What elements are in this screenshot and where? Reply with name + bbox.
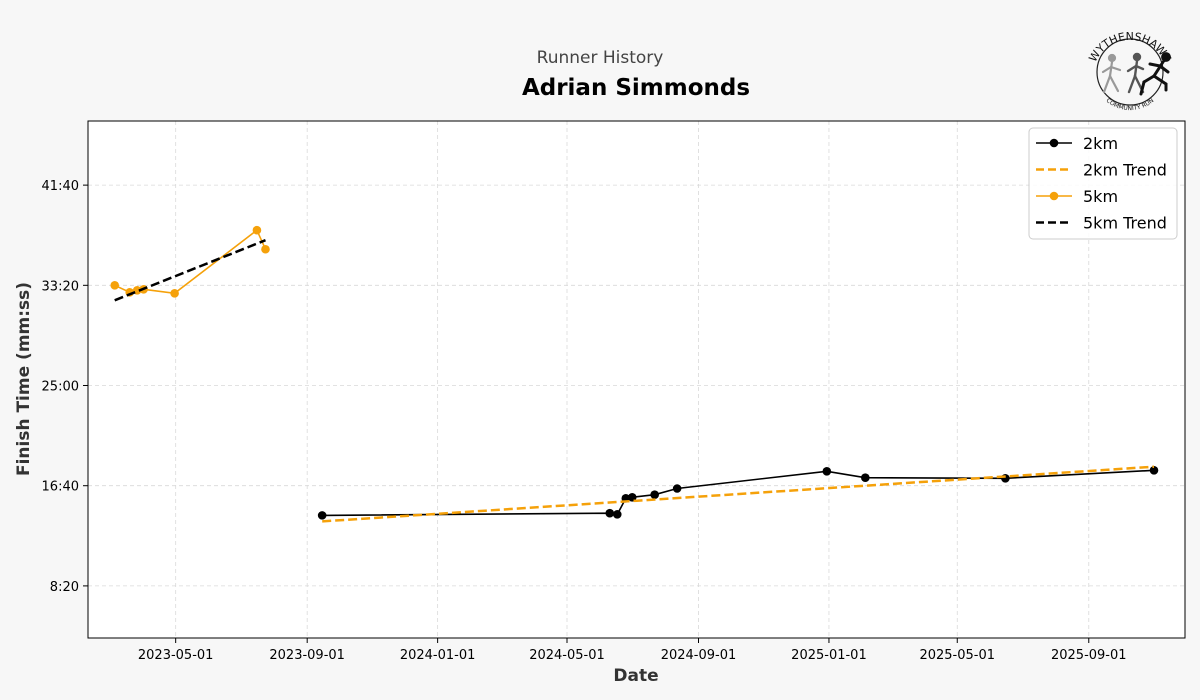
x-tick-label: 2025-09-01 [1051,648,1127,663]
legend-label: 5km Trend [1083,214,1167,233]
data-point [1149,465,1159,475]
legend-label: 5km [1083,187,1118,206]
chart-title: Adrian Simmonds [522,75,750,101]
x-tick-label: 2023-09-01 [269,648,345,663]
legend-entry-5km: 5km [1036,187,1118,206]
trend-line [322,465,1155,523]
data-point [261,244,270,254]
x-axis-label: Date [613,666,658,686]
legend-label: 2km [1083,134,1118,153]
legend-marker [1049,138,1059,148]
legend-entry-5km-trend: 5km Trend [1036,214,1167,233]
trend-line [114,239,266,302]
x-tick-label: 2024-01-01 [400,648,476,663]
y-tick-label: 25:00 [42,380,79,395]
data-point [110,281,120,290]
data-point [605,508,615,518]
y-axis-label: Finish Time (mm:ss) [14,282,34,476]
logo-ring [1096,38,1164,106]
data-point [317,511,327,520]
legend-box [1028,127,1178,240]
data-point [612,510,622,519]
x-tick-label: 2023-05-01 [138,648,214,663]
data-point [170,289,179,298]
data-point [672,484,682,493]
y-tick-label: 41:40 [42,179,79,194]
legend-label: 2km Trend [1083,161,1167,180]
y-tick-label: 8:20 [50,580,79,595]
series-2km-trend [322,465,1155,523]
club-logo: WYTHENSHAWE COMMUNITY RUN [1086,30,1173,112]
axes: 2023-05-01 2023-09-01 2024-01-01 2024-05-01… [42,179,1127,663]
data-point [822,466,832,476]
chart-suptitle: Runner History [537,48,664,68]
legend-entry-2km: 2km [1036,134,1118,153]
plot-frame [87,120,1186,639]
data-point [861,473,870,482]
x-tick-label: 2025-01-01 [791,648,867,663]
grid [88,121,1185,638]
legend: 2km 2km Trend 5km 5km Trend [1028,127,1178,240]
logo-top-text: WYTHENSHAWE [1086,30,1173,64]
data-point [252,225,262,235]
x-tick-label: 2024-09-01 [661,648,737,663]
x-tick-label: 2025-05-01 [919,648,995,663]
x-tick-label: 2024-05-01 [529,648,605,663]
series-5km-trend [114,239,266,302]
y-tick-label: 33:20 [42,279,79,294]
y-tick-label: 16:40 [42,480,79,495]
series-layer [110,225,1159,523]
plot-area [88,121,1185,638]
data-point [650,490,659,500]
legend-entry-2km-trend: 2km Trend [1036,161,1167,180]
runner-figures-icon [1101,52,1171,96]
data-point [627,493,637,502]
legend-marker [1049,191,1059,201]
